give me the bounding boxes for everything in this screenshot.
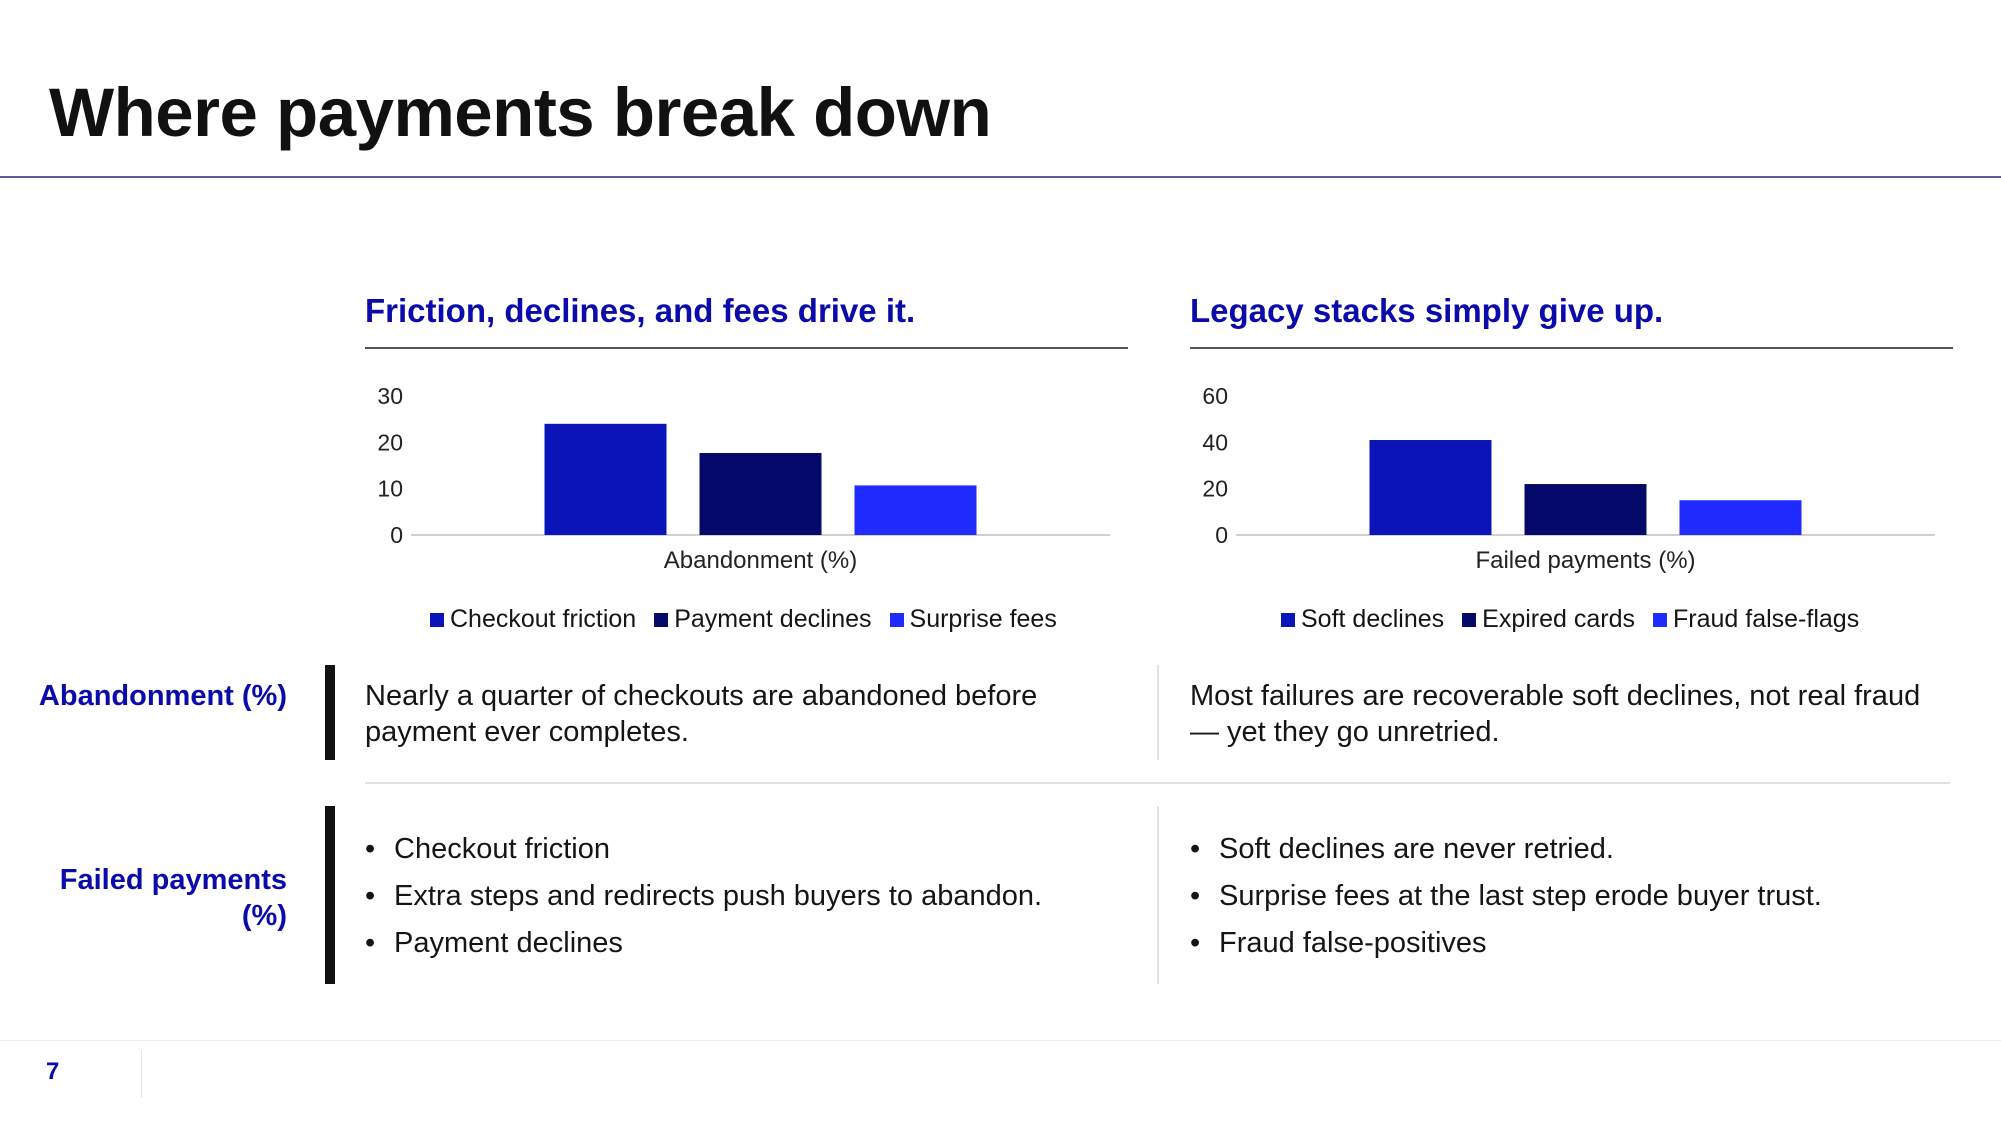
bar-expired-cards [1524,484,1647,535]
row-label-failed-payments: Failed payments (%) [59,864,287,932]
legend-abandonment: Checkout friction Payment declines Surpr… [430,605,1057,634]
page-number: 7 [46,1058,60,1085]
y-tick-label: 40 [1202,429,1228,455]
footer-divider [0,1040,2001,1041]
left-heading-rule [365,347,1128,349]
list-item: Checkout friction [365,826,1125,873]
column-divider [1157,665,1159,760]
list-item: Extra steps and redirects push buyers to… [365,873,1125,920]
left-bullet-list: Checkout friction Extra steps and redire… [365,826,1125,967]
column-divider [1157,806,1159,984]
row-accent-bar [325,806,335,984]
title-divider [0,176,2001,178]
bar-fraud-false-flags [1679,500,1802,535]
legend-label: Expired cards [1482,605,1635,633]
list-item: Surprise fees at the last step erode buy… [1190,873,1950,920]
slide-title: Where payments break down [49,74,992,151]
bar-soft-declines [1369,440,1492,535]
legend-item: Payment declines [654,605,872,634]
row-accent-bar [325,665,335,760]
list-item: Payment declines [365,920,1125,967]
list-item: Fraud false-positives [1190,920,1950,967]
y-tick-label: 20 [1202,476,1228,502]
right-heading-rule [1190,347,1953,349]
legend-label: Soft declines [1301,605,1445,633]
y-tick-label: 0 [1215,522,1228,548]
legend-label: Payment declines [674,605,872,633]
x-category-label: Abandonment (%) [664,547,857,574]
legend-swatch [654,612,669,627]
legend-label: Fraud false-flags [1673,605,1860,633]
footer-separator [141,1050,142,1098]
legend-swatch [430,612,444,627]
legend-item: Fraud false-flags [1653,605,1859,634]
bar-payment-declines [699,452,822,535]
legend-swatch [889,612,904,627]
y-tick-label: 30 [377,383,403,409]
legend-item: Surprise fees [889,605,1057,634]
legend-item: Checkout friction [430,605,636,634]
y-tick-label: 0 [390,522,403,548]
x-category-label: Failed payments (%) [1475,547,1695,574]
legend-swatch [1281,612,1295,627]
legend-item: Soft declines [1281,605,1444,634]
chart-abandonment: 0 10 20 30 Abandonment (%) [377,383,1110,574]
right-bullet-list: Soft declines are never retried. Surpris… [1190,826,1950,967]
y-tick-label: 60 [1202,383,1228,409]
y-tick-label: 20 [377,429,403,455]
y-tick-label: 10 [377,476,403,502]
legend-failed-payments: Soft declines Expired cards Fraud false-… [1281,605,1859,634]
legend-item: Expired cards [1462,605,1635,634]
legend-swatch [1462,612,1477,627]
right-summary: Most failures are recoverable soft decli… [1190,680,1921,748]
left-heading: Friction, declines, and fees drive it. [365,292,916,329]
row-label-abandonment: Abandonment (%) [38,680,287,712]
legend-label: Surprise fees [909,605,1057,633]
right-heading: Legacy stacks simply give up. [1190,292,1664,329]
list-item: Soft declines are never retried. [1190,826,1950,873]
row-divider [365,782,1950,784]
legend-swatch [1653,612,1667,627]
left-summary: Nearly a quarter of checkouts are abando… [365,680,1038,748]
chart-failed-payments: 0 20 40 60 Failed payments (%) [1202,383,1935,574]
legend-label: Checkout friction [450,605,637,633]
bar-checkout-friction [544,423,667,535]
bar-surprise-fees [854,485,977,535]
